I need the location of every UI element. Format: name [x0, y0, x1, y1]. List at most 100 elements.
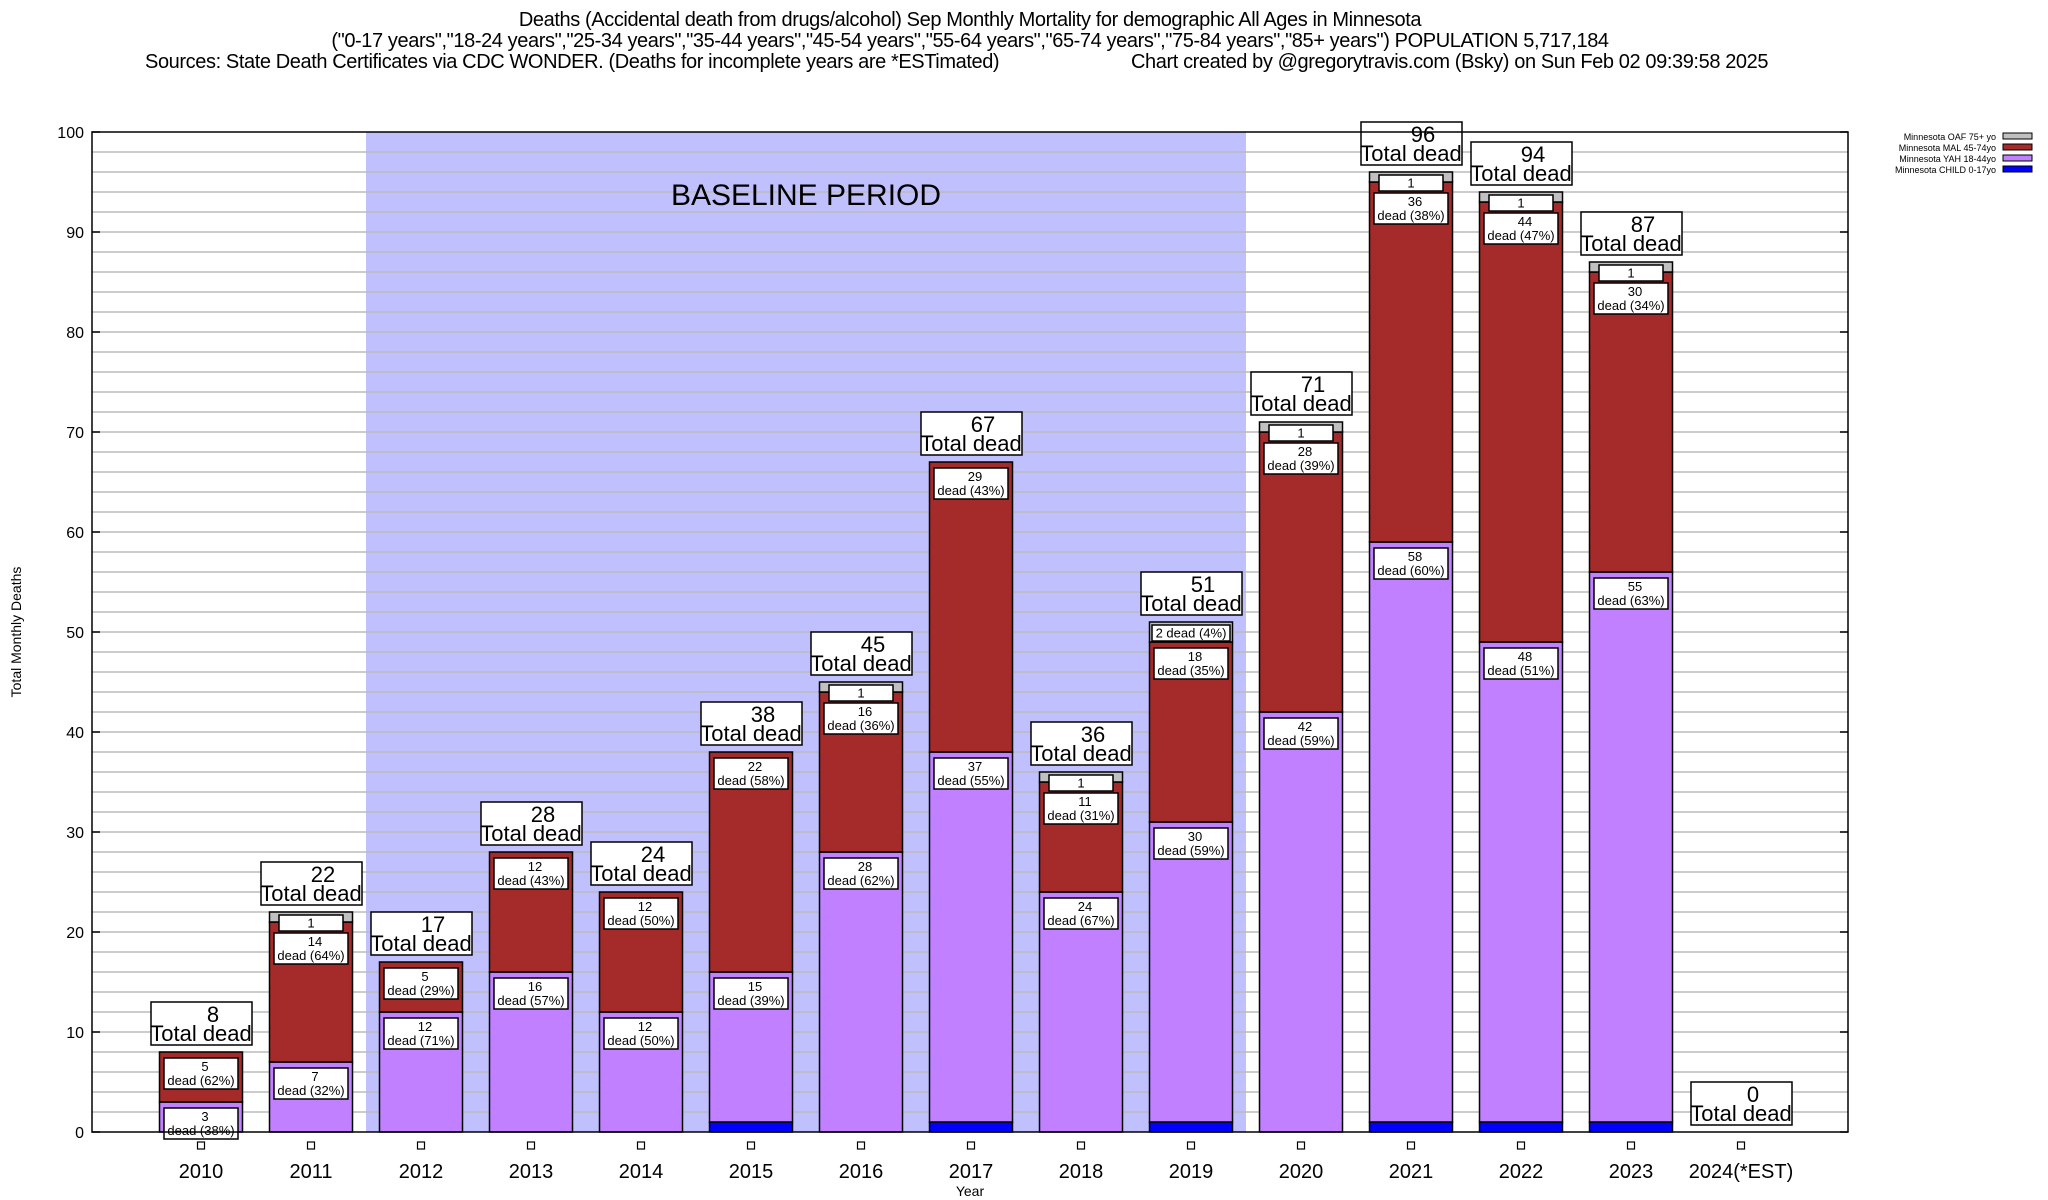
segment-label-pct: dead (57%): [497, 993, 564, 1008]
y-tick-label: 40: [66, 725, 84, 742]
segment-label-value: 3: [201, 1109, 208, 1124]
bar-segment-yah: [1148, 821, 1234, 1123]
x-tick-label: 2022: [1499, 1161, 1544, 1183]
x-tick-label: 2017: [949, 1161, 994, 1183]
segment-label-value: 42: [1298, 719, 1312, 734]
x-tick-label: 2018: [1059, 1161, 1104, 1183]
total-label-text: Total dead: [1250, 391, 1352, 416]
bar-segment-yah: [1588, 571, 1674, 1123]
x-tick-marker: [526, 1141, 536, 1150]
y-tick-label: 60: [66, 525, 84, 542]
segment-label-value: 5: [421, 969, 428, 984]
total-label-box: [590, 841, 693, 886]
legend-swatch: [2002, 154, 2033, 162]
plot-frame: [91, 131, 1849, 1133]
x-tick-label: 2016: [839, 1161, 884, 1183]
total-label-box: [920, 411, 1023, 456]
segment-label-box: [1488, 194, 1554, 212]
segment-label-pct: dead (43%): [497, 873, 564, 888]
bar-segment-yah: [928, 751, 1014, 1123]
segment-label-pct: dead (51%): [1487, 663, 1554, 678]
chart-sources: Sources: State Death Certificates via CD…: [145, 51, 1000, 73]
segment-label-value: 22: [748, 759, 762, 774]
segment-label-value: 48: [1518, 649, 1532, 664]
segment-label-box: [1373, 192, 1449, 225]
segment-label-value: 16: [858, 704, 872, 719]
total-label-text: Total dead: [920, 431, 1022, 456]
segment-label-value: 14: [308, 934, 322, 949]
total-label-value: 67: [971, 412, 995, 437]
segment-label-box: [1151, 624, 1231, 642]
y-tick-label: 50: [66, 625, 84, 642]
segment-label-box: [1378, 174, 1444, 192]
total-label-text: Total dead: [810, 651, 912, 676]
segment-label-pct: dead (39%): [717, 993, 784, 1008]
total-label-text: Total dead: [1140, 591, 1242, 616]
total-label-text: Total dead: [590, 861, 692, 886]
total-label-box: [1250, 371, 1353, 416]
segment-label-value: 58: [1408, 549, 1422, 564]
x-tick-label: 2012: [399, 1161, 444, 1183]
segment-label-box: [163, 1057, 239, 1090]
total-label-value: 96: [1411, 122, 1435, 147]
x-tick-marker: [1626, 1141, 1636, 1150]
segment-label-pct: dead (38%): [1377, 208, 1444, 223]
total-label-text: Total dead: [1360, 141, 1462, 166]
legend-label: Minnesota YAH 18-44yo: [1899, 154, 1996, 164]
y-axis-label: Total Monthly Deaths: [8, 567, 24, 698]
segment-label-box: [603, 1017, 679, 1050]
total-label-value: 51: [1191, 572, 1215, 597]
segment-label-box: [273, 1067, 349, 1100]
segment-label-box: [933, 467, 1009, 500]
segment-label-pct: dead (36%): [827, 718, 894, 733]
total-label-text: Total dead: [1470, 161, 1572, 186]
bar-segment-child: [1588, 1121, 1674, 1133]
baseline-period-label: BASELINE PERIOD: [671, 179, 941, 212]
x-tick-marker: [196, 1141, 206, 1150]
segment-label-value: 1: [1627, 266, 1634, 281]
segment-label-box: [1593, 577, 1669, 610]
x-tick-label: 2019: [1169, 1161, 1214, 1183]
segment-label-box: [1483, 647, 1559, 680]
segment-label-box: [1043, 792, 1119, 825]
total-label-value: 24: [641, 842, 665, 867]
total-label-box: [1140, 571, 1243, 616]
segment-label-value: 7: [311, 1069, 318, 1084]
segment-label-box: [823, 857, 899, 890]
segment-label-value: 11: [1078, 794, 1092, 809]
segment-label-pct: dead (59%): [1267, 733, 1334, 748]
segment-label-box: [383, 967, 459, 1000]
total-label-text: Total dead: [1580, 231, 1682, 256]
segment-label-box: [1593, 282, 1669, 315]
bar-segment-child: [708, 1121, 794, 1133]
total-label-value: 38: [751, 702, 775, 727]
total-label-value: 0: [1747, 1082, 1759, 1107]
bar-segment-child: [928, 1121, 1014, 1133]
segment-label-box: [383, 1017, 459, 1050]
total-label-text: Total dead: [480, 821, 582, 846]
segment-label-box: [1268, 424, 1334, 442]
legend-label: Minnesota OAF 75+ yo: [1904, 132, 1996, 142]
segment-label-value: 18: [1188, 649, 1202, 664]
total-label-value: 17: [421, 912, 445, 937]
legend-label: Minnesota CHILD 0-17yo: [1895, 165, 1996, 175]
segment-label-value: 12: [638, 1019, 652, 1034]
segment-label-value: 16: [528, 979, 542, 994]
segment-label-pct: dead (59%): [1157, 843, 1224, 858]
total-label-box: [1030, 721, 1133, 766]
segment-label-value: 1: [1297, 426, 1304, 441]
y-tick-label: 30: [66, 825, 84, 842]
segment-label-value: 1: [857, 686, 864, 701]
segment-label-pct: dead (63%): [1597, 593, 1664, 608]
bar-segment-yah: [818, 851, 904, 1133]
segment-label-pct: dead (29%): [387, 983, 454, 998]
segment-label-box: [828, 684, 894, 702]
segment-label-value: 12: [528, 859, 542, 874]
x-tick-marker: [1186, 1141, 1196, 1150]
segment-label-value: 2 dead (4%): [1156, 626, 1227, 641]
segment-label-value: 5: [201, 1059, 208, 1074]
x-axis-label: Year: [956, 1183, 985, 1199]
segment-label-value: 24: [1078, 899, 1092, 914]
total-label-box: [700, 701, 803, 746]
